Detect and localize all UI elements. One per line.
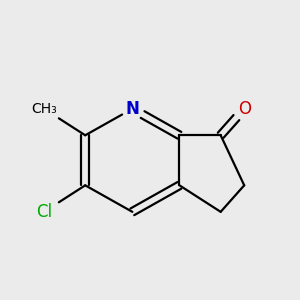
Text: CH₃: CH₃ xyxy=(31,102,57,116)
Text: O: O xyxy=(238,100,251,118)
Text: Cl: Cl xyxy=(36,203,52,221)
Text: N: N xyxy=(125,100,139,118)
